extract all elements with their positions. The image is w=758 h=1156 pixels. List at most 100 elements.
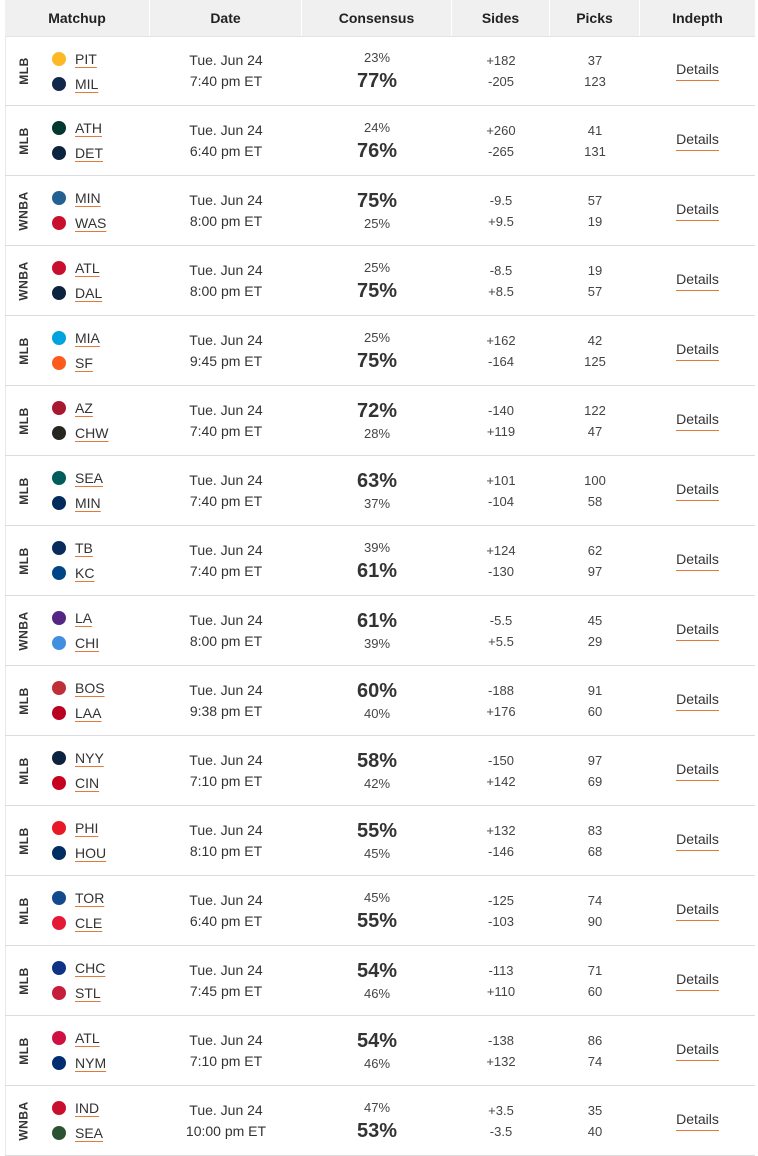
- col-header-matchup[interactable]: Matchup: [5, 0, 150, 36]
- sides-cell: -9.5 +9.5: [452, 176, 550, 245]
- home-picks: 29: [587, 633, 603, 649]
- home-team: STL: [52, 984, 105, 1003]
- home-side: -146: [487, 843, 515, 859]
- home-team-link[interactable]: MIN: [75, 495, 101, 511]
- home-team-link[interactable]: STL: [75, 985, 101, 1001]
- teams: LA CHI: [52, 609, 99, 653]
- away-team-link[interactable]: CHC: [75, 960, 106, 976]
- away-team-link[interactable]: AZ: [75, 400, 93, 416]
- home-team-link[interactable]: CIN: [75, 775, 100, 791]
- details-link[interactable]: Details: [676, 621, 719, 641]
- league-label: MLB: [6, 736, 42, 806]
- table-row: MLB CHC STL Tue. Jun 24 7:45 pm ET 54% 4…: [5, 946, 755, 1016]
- details-link[interactable]: Details: [676, 901, 719, 921]
- details-link[interactable]: Details: [676, 61, 719, 81]
- home-team-logo-icon: [52, 636, 66, 650]
- league-label: WNBA: [6, 1086, 42, 1156]
- picks-cell: 100 58: [550, 456, 640, 525]
- table-row: MLB PIT MIL Tue. Jun 24 7:40 pm ET 23% 7…: [5, 36, 755, 106]
- details-link[interactable]: Details: [676, 831, 719, 851]
- col-header-consensus[interactable]: Consensus: [302, 0, 452, 36]
- details-link[interactable]: Details: [676, 341, 719, 361]
- home-team-link[interactable]: SF: [75, 355, 93, 371]
- col-header-picks[interactable]: Picks: [550, 0, 640, 36]
- details-link[interactable]: Details: [676, 481, 719, 501]
- away-team-link[interactable]: ATL: [75, 260, 100, 276]
- away-team-link[interactable]: PIT: [75, 50, 97, 67]
- details-link[interactable]: Details: [676, 1041, 719, 1061]
- table-row: MLB SEA MIN Tue. Jun 24 7:40 pm ET 63% 3…: [5, 456, 755, 526]
- home-team-link[interactable]: DET: [75, 145, 103, 161]
- picks-cell: 45 29: [550, 596, 640, 665]
- consensus-cell: 25% 75%: [302, 246, 452, 315]
- home-team-link[interactable]: DAL: [75, 285, 103, 301]
- away-team-link[interactable]: PHI: [75, 820, 99, 836]
- away-side: +132: [486, 822, 516, 838]
- away-picks: 71: [587, 962, 603, 978]
- sides-cell: +182 -205: [452, 37, 550, 105]
- home-team-link[interactable]: CLE: [75, 915, 103, 931]
- picks-cell: 91 60: [550, 666, 640, 735]
- game-time: 7:40 pm ET: [189, 562, 263, 579]
- away-team-link[interactable]: MIN: [75, 190, 101, 206]
- away-team-link[interactable]: MIA: [75, 330, 100, 346]
- away-consensus: 72%: [356, 399, 398, 422]
- home-team: CHW: [52, 424, 108, 443]
- away-team-link[interactable]: SEA: [75, 470, 104, 486]
- away-team-link[interactable]: ATH: [75, 120, 102, 136]
- away-picks: 42: [587, 332, 603, 348]
- details-link[interactable]: Details: [676, 411, 719, 431]
- home-team-link[interactable]: LAA: [75, 705, 102, 721]
- away-team-link[interactable]: TOR: [75, 890, 105, 906]
- away-team: IND: [52, 1099, 103, 1118]
- league-label: MLB: [6, 876, 42, 946]
- details-link[interactable]: Details: [676, 1111, 719, 1131]
- teams: CHC STL: [52, 959, 105, 1003]
- details-link[interactable]: Details: [676, 131, 719, 151]
- away-team-link[interactable]: IND: [75, 1100, 100, 1116]
- league-label: MLB: [6, 36, 42, 106]
- away-team-link[interactable]: BOS: [75, 680, 105, 696]
- home-side: -3.5: [489, 1123, 513, 1139]
- matchup-cell: MLB MIA SF: [5, 316, 150, 385]
- home-team-link[interactable]: CHW: [75, 425, 109, 441]
- home-consensus: 55%: [356, 909, 398, 932]
- table-row: WNBA IND SEA Tue. Jun 24 10:00 pm ET 47%…: [5, 1086, 755, 1156]
- consensus-cell: 54% 46%: [302, 946, 452, 1015]
- picks-cell: 83 68: [550, 806, 640, 875]
- home-team-link[interactable]: HOU: [75, 845, 107, 861]
- away-team-link[interactable]: LA: [75, 610, 93, 626]
- details-link[interactable]: Details: [676, 271, 719, 291]
- game-day: Tue. Jun 24: [189, 52, 263, 68]
- home-team-link[interactable]: KC: [75, 565, 95, 581]
- home-team-link[interactable]: SEA: [75, 1125, 104, 1141]
- home-team-link[interactable]: CHI: [75, 635, 100, 651]
- col-header-date[interactable]: Date: [150, 0, 302, 36]
- col-header-sides[interactable]: Sides: [452, 0, 550, 36]
- teams: PHI HOU: [52, 819, 106, 863]
- details-link[interactable]: Details: [676, 761, 719, 781]
- home-team-link[interactable]: MIL: [75, 75, 99, 92]
- details-link[interactable]: Details: [676, 201, 719, 221]
- game-day: Tue. Jun 24: [189, 261, 263, 278]
- details-link[interactable]: Details: [676, 971, 719, 991]
- away-team-link[interactable]: NYY: [75, 750, 104, 766]
- teams: TB KC: [52, 539, 94, 583]
- indepth-cell: Details: [640, 316, 755, 385]
- home-consensus: 37%: [363, 495, 391, 511]
- table-header: Matchup Date Consensus Sides Picks Indep…: [5, 0, 755, 36]
- away-team-logo-icon: [52, 541, 66, 555]
- matchup-cell: MLB TB KC: [5, 526, 150, 595]
- home-team-link[interactable]: NYM: [75, 1055, 107, 1071]
- away-picks: 97: [587, 752, 603, 768]
- details-link[interactable]: Details: [676, 551, 719, 571]
- away-team-link[interactable]: TB: [75, 540, 93, 556]
- home-team-link[interactable]: WAS: [75, 215, 107, 231]
- details-link[interactable]: Details: [676, 691, 719, 711]
- away-team-logo-icon: [52, 401, 66, 415]
- away-team-link[interactable]: ATL: [75, 1030, 100, 1046]
- matchup-cell: MLB AZ CHW: [5, 386, 150, 455]
- home-team: CIN: [52, 774, 104, 793]
- game-time: 7:40 pm ET: [189, 492, 263, 509]
- home-picks: 69: [587, 773, 603, 789]
